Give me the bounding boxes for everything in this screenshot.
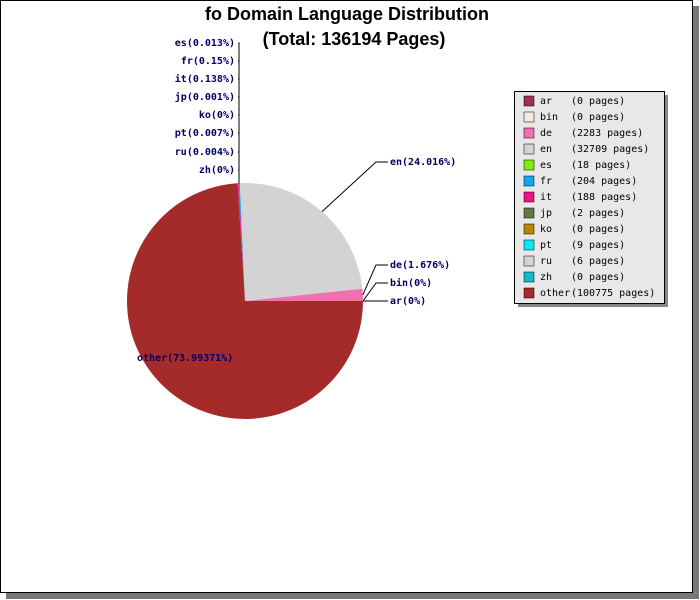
legend-swatch [523,127,535,139]
legend-name: other [540,288,570,299]
pie-slice [245,288,363,301]
legend-pages: (2 pages) [571,208,625,219]
pie-slice [237,183,245,301]
legend-pages: (0 pages) [571,112,625,123]
slice-label: ko(0%) [199,110,235,121]
legend-name: jp [540,208,552,219]
legend-pages: (6 pages) [571,256,625,267]
legend-name: zh [540,272,552,283]
legend-swatch [523,191,535,203]
slice-label: en(24.016%) [390,157,456,168]
legend-name: it [540,192,552,203]
slice-label: bin(0%) [390,277,432,289]
legend-name: ar [540,96,552,107]
leader-line [321,161,388,212]
legend-name: de [540,128,552,139]
slice-label: es(0.013%) [175,38,235,49]
legend-swatch [523,111,535,123]
legend-pages: (9 pages) [571,240,625,251]
legend-name: pt [540,240,552,251]
slice-label: other(73.99371%) [137,353,233,364]
legend-swatch [523,175,535,187]
legend-swatch [523,239,535,251]
pie-slice [238,183,245,301]
legend-pages: (0 pages) [571,224,625,235]
chart-title: fo Domain Language Distribution [205,4,489,24]
pie-slice [237,183,245,301]
slice-label: de(1.676%) [390,260,450,271]
leader-line [238,169,240,184]
pie-slice [237,183,245,301]
slice-label: it(0.138%) [175,73,235,85]
legend-swatch [523,95,535,107]
legend-pages: (204 pages) [571,176,637,187]
slice-label: zh(0%) [199,165,235,176]
slice-label: ru(0.004%) [175,147,235,158]
legend-pages: (18 pages) [571,160,631,171]
chart-subtitle: (Total: 136194 Pages) [263,29,446,49]
slice-label: ar(0%) [390,296,426,307]
legend-name: ru [540,256,552,267]
legend-pages: (2283 pages) [571,128,643,139]
legend-pages: (188 pages) [571,192,637,203]
pie-slice [239,183,363,301]
legend-name: es [540,160,552,171]
legend-pages: (0 pages) [571,272,625,283]
legend-pages: (32709 pages) [571,144,649,155]
legend-swatch [523,143,535,155]
pie-slice [127,183,363,419]
legend-swatch [523,159,535,171]
legend-name: fr [540,176,552,187]
legend-pages: (100775 pages) [571,288,655,299]
legend-name: ko [540,224,552,235]
legend-pages: (0 pages) [571,96,625,107]
slice-label: pt(0.007%) [175,128,235,139]
legend [514,91,665,304]
legend-name: en [540,144,552,155]
legend-name: bin [540,112,558,123]
legend-swatch [523,223,535,235]
legend-swatch [523,287,535,299]
leader-line [362,282,388,302]
pie-slice [237,183,245,301]
legend-swatch [523,207,535,219]
slice-label: jp(0.001%) [175,91,235,103]
legend-swatch [523,255,535,267]
pie-slice [239,183,245,301]
legend-swatch [523,271,535,283]
slice-label: fr(0.15%) [181,56,235,67]
leader-line [362,264,388,295]
